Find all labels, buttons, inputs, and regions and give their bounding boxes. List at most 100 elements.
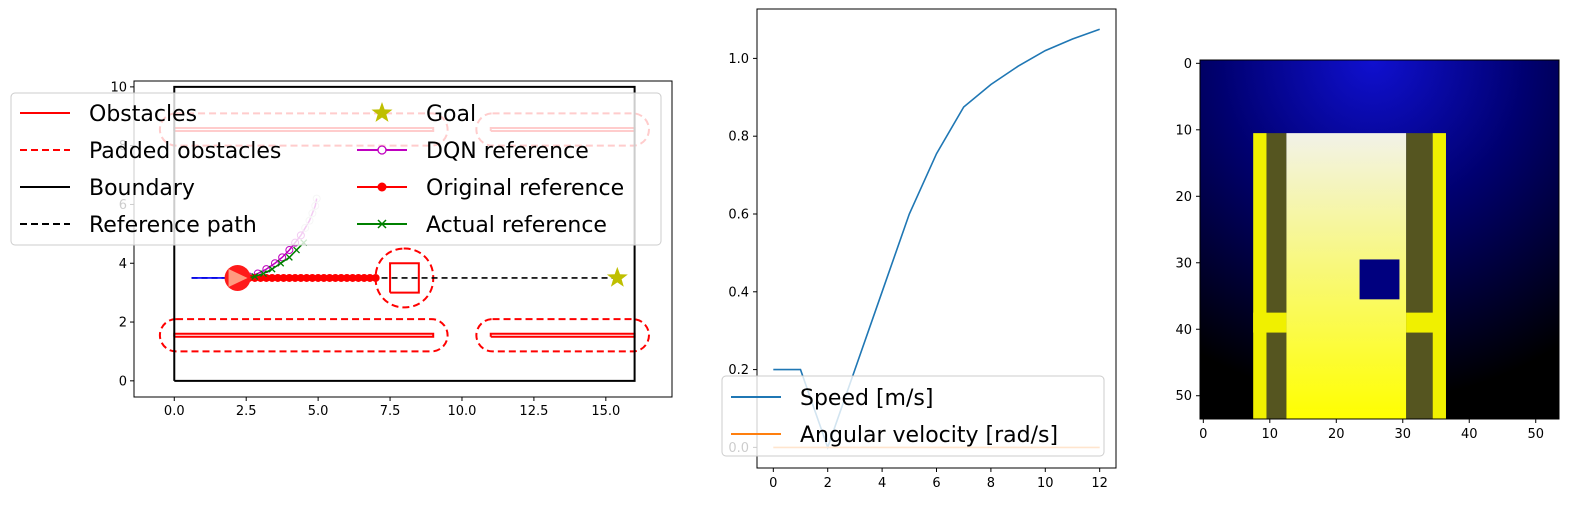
actual-reference-point [251, 273, 259, 280]
robot-heading [228, 268, 248, 287]
heatmap-y-tick-label: 10 [1175, 123, 1192, 138]
original-reference-point [325, 273, 334, 282]
original-reference-point [331, 273, 340, 282]
velocity-y-tick-label: 0.4 [728, 285, 749, 300]
heatmap-y-tick-label: 50 [1175, 389, 1192, 404]
legend-label: Obstacles [89, 102, 197, 127]
original-reference-point [354, 273, 363, 282]
map-x-tick-label: 15.0 [591, 404, 620, 419]
velocity-x-tick-label: 2 [824, 476, 832, 491]
legend-goal-star [371, 102, 393, 122]
heatmap-x-tick-label: 30 [1394, 427, 1411, 442]
map-x-tick-label: 12.5 [519, 404, 548, 419]
heatmap-axes-frame [1199, 59, 1560, 420]
velocity-legend: Speed [m/s] Angular velocity [rad/s] [721, 375, 1105, 457]
original-reference-point [273, 273, 282, 282]
map-x-tick-label: 7.5 [380, 404, 401, 419]
map-x-tick-label: 2.5 [236, 404, 257, 419]
velocity-legend-box [721, 375, 1105, 457]
heatmap-wall [1253, 133, 1267, 419]
original-reference-point [342, 273, 351, 282]
legend-label: Goal [426, 102, 476, 127]
goal-marker [606, 266, 628, 287]
original-reference-point [365, 273, 374, 282]
legend-label: Original reference [426, 176, 624, 201]
map-y-tick-label: 10 [110, 80, 127, 95]
velocity-x-tick-label: 4 [878, 476, 886, 491]
velocity-x-tick-label: 8 [987, 476, 995, 491]
heatmap-gap-left [1266, 133, 1287, 419]
padded-obstacle [158, 318, 449, 353]
map-y-tick-label: 2 [119, 316, 127, 331]
velocity-y-tick-label: 0.8 [728, 130, 749, 145]
original-reference-point [319, 273, 328, 282]
heatmap-x-tick-label: 50 [1527, 427, 1544, 442]
heatmap-y-tick-label: 30 [1175, 256, 1192, 271]
actual-reference-point [260, 270, 267, 277]
velocity-y-tick-label: 0.2 [728, 363, 749, 378]
map-x-tick-label: 10.0 [448, 404, 477, 419]
legend-marker [377, 219, 387, 229]
original-reference-point [279, 273, 288, 282]
heatmap-x-tick-label: 10 [1262, 427, 1279, 442]
map-y-tick-label: 4 [119, 257, 127, 272]
actual-reference-point [293, 246, 301, 254]
velocity-x-tick-label: 6 [932, 476, 940, 491]
velocity-y-tick-label: 1.0 [728, 52, 749, 67]
heatmap-wall [1432, 133, 1446, 419]
velocity-x-tick-label: 10 [1037, 476, 1054, 491]
original-reference-point [371, 273, 380, 282]
observation-heatmap-panel: 0 10 20 30 40 50 0 10 20 30 40 50 [1175, 57, 1560, 442]
original-reference-point [296, 273, 305, 282]
actual-reference-point [268, 265, 276, 273]
original-reference-point [262, 273, 271, 282]
obstacle [389, 262, 420, 294]
heatmap-block [1359, 259, 1400, 300]
legend-label: DQN reference [426, 139, 589, 164]
heatmap-y-tick-label: 40 [1175, 323, 1192, 338]
actual-reference-point [277, 259, 285, 267]
original-reference-point [302, 273, 311, 282]
heatmap-x-tick-label: 20 [1328, 427, 1345, 442]
original-reference-point [337, 273, 346, 282]
heatmap-x-tick-label: 0 [1199, 427, 1207, 442]
map-x-tick-label: 5.0 [308, 404, 329, 419]
original-reference-point [285, 273, 294, 282]
heatmap-y-tick-label: 20 [1175, 190, 1192, 205]
original-reference-point [291, 273, 300, 282]
dqn-reference-point [285, 246, 294, 255]
map-x-tick-label: 0.0 [164, 404, 185, 419]
legend-label: Reference path [89, 213, 257, 238]
legend-marker [377, 182, 387, 192]
heatmap-wall [1253, 312, 1287, 333]
map-plot-area [158, 85, 650, 382]
velocity-x-tick-label: 0 [769, 476, 777, 491]
obstacle [489, 332, 636, 338]
original-reference-point [360, 273, 369, 282]
dqn-reference-point [278, 253, 287, 262]
heatmap-wall [1406, 312, 1446, 333]
heatmap-x-tick-label: 40 [1461, 427, 1478, 442]
velocity-y-tick-label: 0.6 [728, 207, 749, 222]
velocity-legend-label: Angular velocity [rad/s] [800, 423, 1058, 448]
original-reference-point [314, 273, 323, 282]
heatmap-y-tick-label: 0 [1184, 57, 1192, 72]
original-reference-point [308, 273, 317, 282]
velocity-x-tick-label: 12 [1091, 476, 1108, 491]
map-y-tick-label: 0 [119, 374, 127, 389]
trajectory-map-panel: 0.02.55.07.510.012.515.00246810Obstacles… [10, 80, 673, 419]
map-legend-box [10, 92, 662, 246]
legend-label: Padded obstacles [89, 139, 281, 164]
legend-label: Boundary [89, 176, 195, 201]
obstacle [173, 332, 435, 338]
legend-marker [377, 145, 387, 155]
original-reference-point [348, 273, 357, 282]
velocity-legend-label: Speed [m/s] [800, 386, 933, 411]
legend-label: Actual reference [426, 213, 607, 238]
original-reference-point [268, 273, 277, 282]
actual-reference-point [285, 253, 293, 261]
heatmap-gap-right [1406, 133, 1433, 419]
padded-obstacle [475, 318, 650, 353]
